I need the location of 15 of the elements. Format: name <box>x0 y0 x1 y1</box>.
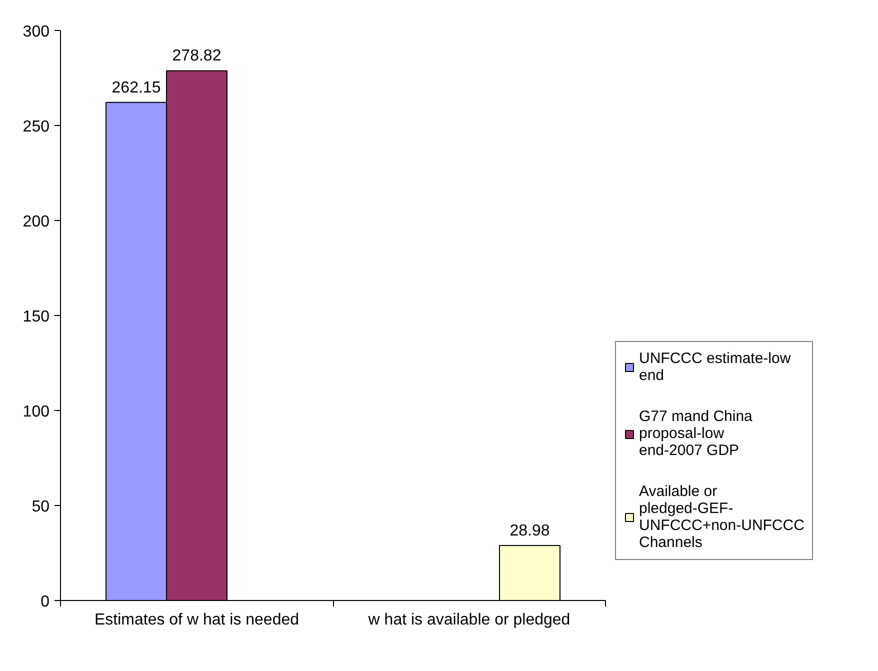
x-tick-label: Estimates of w hat is needed <box>94 612 300 628</box>
y-tick-label: 0 <box>40 594 50 610</box>
y-tick-label: 300 <box>22 24 50 40</box>
y-tick-label: 150 <box>22 308 50 326</box>
data-label: 262.15 <box>112 79 161 96</box>
y-tick-label: 250 <box>22 118 50 136</box>
legend-label: Available or pledged-GEF-UNFCCC+non-UNFCCC Channels <box>639 483 804 551</box>
data-label: 28.98 <box>510 522 550 540</box>
legend-label: UNFCCC estimate-low end <box>639 350 791 384</box>
legend-label: G77 mand China proposal-low end-2007 GDP <box>639 408 752 459</box>
x-tick-label: w hat is available or pledged <box>367 612 570 628</box>
y-tick-label: 100 <box>22 404 50 420</box>
data-label: 278.82 <box>172 48 222 65</box>
y-tick-label: 50 <box>32 498 50 516</box>
y-tick-label: 200 <box>22 214 50 230</box>
